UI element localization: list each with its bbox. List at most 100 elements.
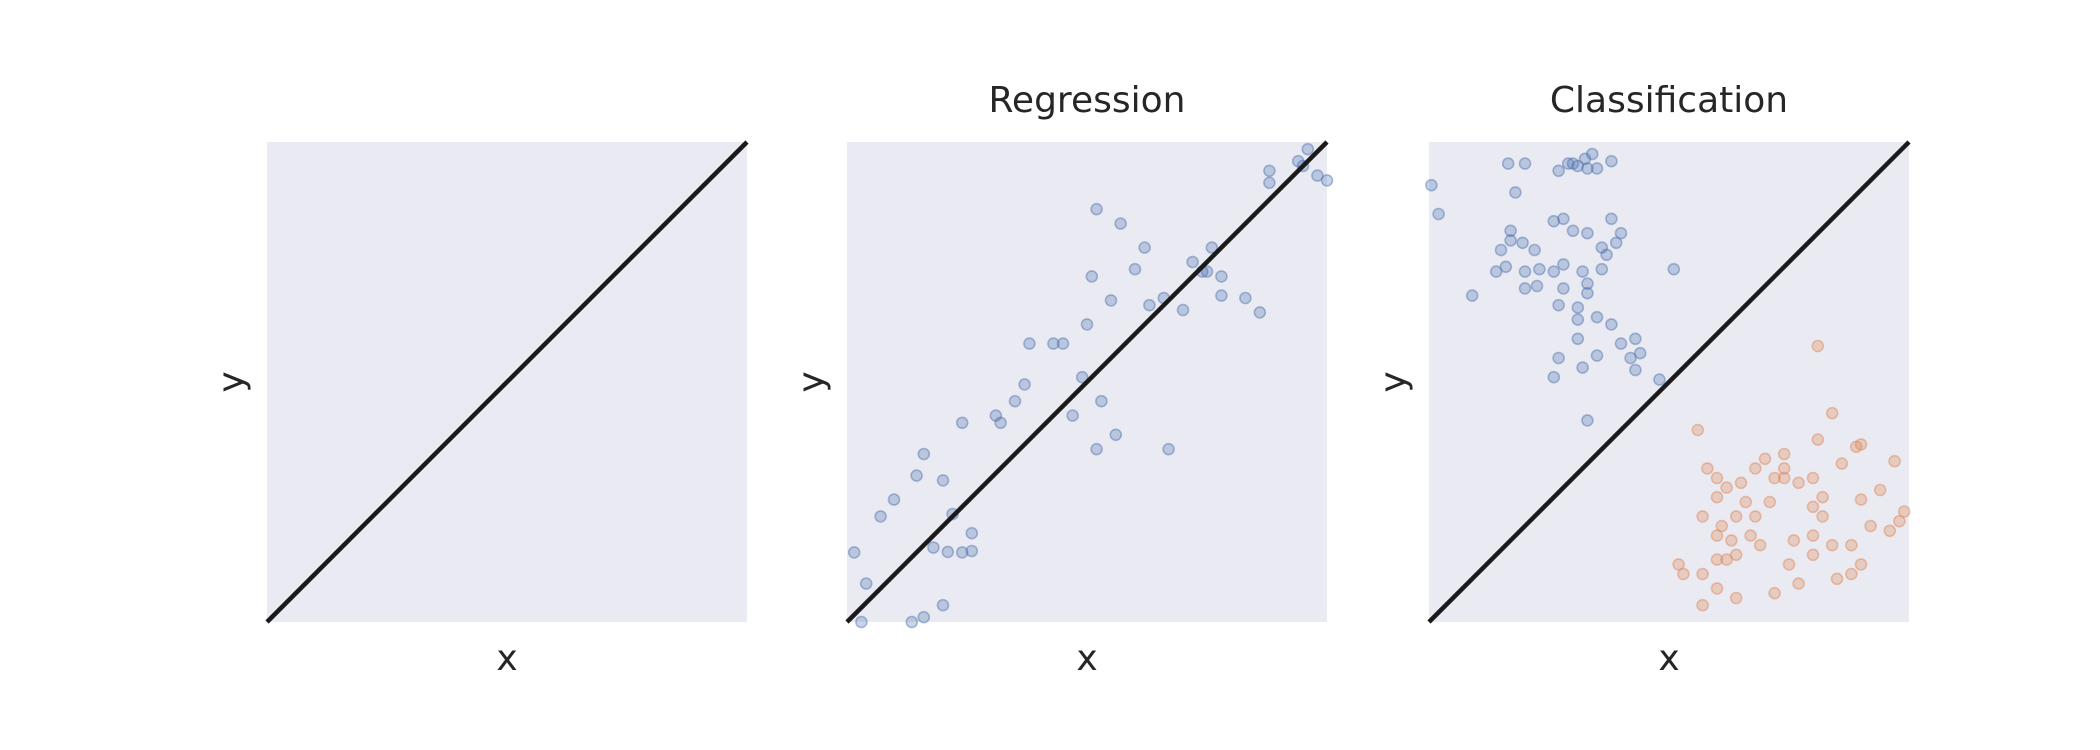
panel-3-series-2-point-15 — [1864, 519, 1877, 533]
panel-3-series-2-point-18 — [1806, 529, 1820, 542]
panel-3-series-2-point-7 — [1806, 471, 1820, 485]
panel-2-series-1-point-6 — [927, 541, 940, 554]
panel-3-series-1-point-33 — [1533, 262, 1546, 276]
panel-2-series-1-point-32 — [1176, 303, 1190, 317]
panel-2-series-1-point-14 — [955, 416, 969, 430]
panel-2-series-1-point-36 — [1215, 270, 1228, 283]
panel-2-series-1-point-20 — [1056, 337, 1070, 350]
panel-3-series-2-point-37 — [1744, 529, 1757, 542]
panel-3-series-2-point-29 — [1710, 490, 1724, 504]
panel-3-series-1-point-32 — [1530, 279, 1544, 293]
panel-3-series-1-point-54 — [1653, 373, 1666, 386]
panel-3-series-1-point-43 — [1590, 310, 1604, 324]
panel-2-diagonal-line — [845, 140, 1329, 624]
panel-3-series-1-point-40 — [1595, 262, 1609, 276]
panel-2-series-1-point-3 — [874, 510, 887, 523]
panel-3-series-2-point-13 — [1873, 483, 1887, 497]
panel-3-series-2-point-48 — [1782, 558, 1796, 571]
panel-2-series-1-point-55 — [905, 615, 919, 629]
panel-2-series-1-point-48 — [1291, 154, 1305, 168]
panel-3-series-2-point-20 — [1792, 476, 1805, 490]
panel-2-series-1-point-17 — [1008, 394, 1022, 408]
panel-3-series-1-point-19 — [1605, 212, 1618, 226]
panel-3-series-2-point-40 — [1720, 553, 1733, 566]
panel-3-series-2-point-19 — [1806, 500, 1820, 514]
panel-3-series-1-point-9 — [1585, 147, 1599, 161]
panel-3-series-1-point-17 — [1566, 224, 1580, 238]
panel-2-series-1-point-54 — [917, 610, 931, 624]
panel-2-title: Regression — [989, 80, 1186, 121]
panel-3-series-2-point-30 — [1710, 471, 1724, 485]
panel-3-series-1-point-24 — [1494, 243, 1508, 257]
panel-3: Classification x y — [1373, 80, 1911, 679]
panel-3-series-1-point-5 — [1561, 157, 1575, 170]
panel-3-series-2-point-35 — [1739, 495, 1753, 509]
panel-3-series-2-point-36 — [1749, 510, 1762, 523]
panel-3-series-2-point-1 — [1691, 423, 1705, 437]
panel-2-series-1-point-4 — [887, 493, 901, 506]
panel-2-y-axis-label: y — [791, 371, 832, 392]
panel-3-series-1-point-15 — [1557, 212, 1570, 226]
panel-2-series-1-point-22 — [1080, 318, 1094, 331]
panel-2-series-1-point-5 — [917, 447, 931, 461]
panel-2-series-1-point-28 — [1090, 442, 1103, 456]
panel-3-series-2-point-33 — [1715, 519, 1729, 533]
panel-3-series-2-point-58 — [1763, 495, 1777, 509]
panel-2-series-1-point-45 — [1239, 291, 1252, 305]
panel-3-series-2-point-2 — [1696, 598, 1709, 612]
panel-2-series-1-point-42 — [1162, 442, 1175, 456]
panel-2-series-1-point-49 — [1301, 142, 1315, 156]
panel-1-x-axis-label: x — [496, 638, 517, 679]
panel-3-series-2-point-34 — [1729, 510, 1743, 523]
panel-3-series-2-point-10 — [1854, 438, 1868, 451]
panel-3-series-1-point-34 — [1547, 265, 1561, 278]
panel-3-series-1-point-2 — [1432, 207, 1445, 221]
panel-3-series-1-point-23 — [1614, 226, 1628, 240]
panel-3-series-1-point-35 — [1557, 258, 1570, 271]
panel-3-series-1-point-28 — [1504, 234, 1517, 247]
panel-2-series-1-point-35 — [1215, 289, 1228, 302]
panel-3-series-2-point-22 — [1777, 447, 1791, 461]
panel-3-series-2-point-38 — [1753, 538, 1767, 552]
panel-3-series-1-point-11 — [1581, 162, 1594, 175]
panel-2-series-1-point-53 — [936, 598, 950, 612]
panel-2-series-1-point-38 — [1138, 241, 1151, 254]
panel-2-marks — [845, 140, 1334, 629]
panel-3-series-1-point-56 — [1465, 289, 1479, 302]
panel-3-series-2-point-24 — [1768, 471, 1781, 485]
panel-2-series-1-point-24 — [1104, 294, 1118, 307]
panel-3-series-1-point-7 — [1566, 157, 1580, 170]
panel-3-diagonal-line — [1427, 140, 1911, 624]
panel-3-series-2-point-5 — [1849, 440, 1863, 454]
panel-3-series-2-point-53 — [1854, 558, 1868, 571]
panel-3-series-1-point-8 — [1578, 152, 1592, 166]
panel-3-series-1-point-30 — [1499, 260, 1513, 274]
panel-3-series-2-point-42 — [1696, 567, 1709, 581]
panel-3-series-1-point-3 — [1501, 157, 1515, 170]
panel-2-series-1-point-39 — [1114, 217, 1127, 230]
panel-2-series-1-point-51 — [1311, 169, 1324, 182]
panel-3-series-1-point-59 — [1629, 363, 1642, 377]
panel-3-series-1-point-60 — [1518, 265, 1532, 278]
panel-3-series-1-point-46 — [1633, 346, 1647, 360]
panel-3-series-2-point-27 — [1734, 476, 1748, 490]
panel-3-series-1-point-29 — [1489, 265, 1503, 278]
panel-3-series-1-point-37 — [1576, 265, 1589, 278]
panel-3-title: Classification — [1550, 80, 1788, 121]
panel-3-x-axis-label: x — [1658, 638, 1679, 679]
panel-2-series-1-point-52 — [1320, 174, 1334, 187]
panel-3-series-1-point-48 — [1576, 361, 1589, 374]
panel-3-series-2-point-46 — [1729, 591, 1743, 605]
panel-3-series-2-point-32 — [1696, 510, 1709, 523]
panel-2-series-1-point-43 — [1200, 265, 1214, 278]
panel-1-y-axis-label: y — [211, 371, 252, 392]
panel-3-series-1-point-20 — [1595, 241, 1609, 254]
panel-3-series-2-point-23 — [1777, 471, 1791, 485]
panel-3-series-2-point-49 — [1792, 577, 1805, 590]
panel-2-series-1-point-27 — [1109, 428, 1123, 442]
panel-2: Regression x y — [791, 80, 1334, 679]
panel-2-series-1-point-44 — [1253, 306, 1267, 319]
panel-3-series-2-point-45 — [1710, 582, 1724, 595]
panel-3-series-2-point-8 — [1816, 490, 1829, 504]
